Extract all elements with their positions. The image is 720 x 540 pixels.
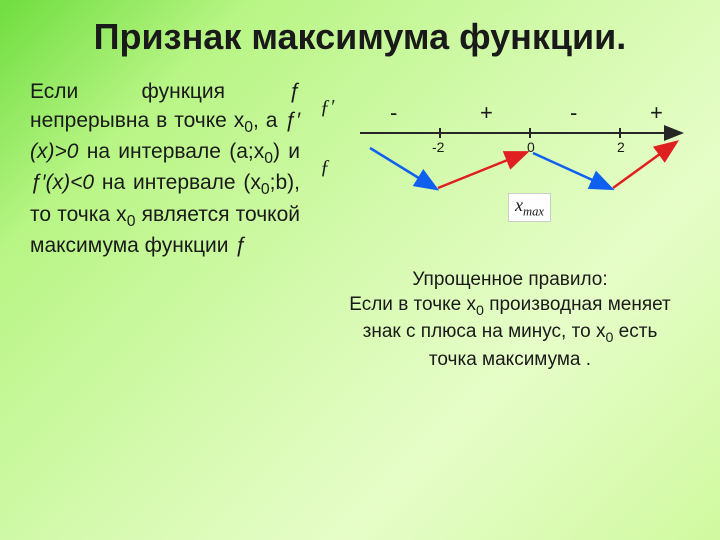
sign-label-0: - — [390, 100, 397, 126]
t-p5: ) и — [273, 140, 300, 163]
sign-diagram: ƒ′ƒ-+-+-202xmax — [330, 78, 690, 248]
t-p6: на интервале (x — [94, 171, 261, 194]
t-p4: на интервале (a;x — [78, 140, 264, 163]
t-sub2: 0 — [264, 150, 273, 167]
simplified-rule: Упрощенное правило: Если в точке x0 прои… — [330, 268, 690, 372]
t-p2: непрерывна в точке x — [30, 109, 244, 132]
t-sub3: 0 — [261, 182, 270, 199]
label-fprime: ƒ′ — [320, 96, 334, 119]
tick-label-0: -2 — [432, 139, 444, 155]
xmax-label: xmax — [508, 193, 551, 222]
t-p3: , а — [253, 109, 284, 132]
t-f4: ƒ — [234, 234, 246, 257]
rule-sub1: 0 — [476, 303, 484, 319]
slide-title: Признак максимума функции. — [0, 0, 720, 58]
diagram-svg — [330, 78, 690, 248]
tick-label-2: 2 — [617, 139, 625, 155]
sign-label-2: - — [570, 100, 577, 126]
rule-l1: Упрощенное правило: — [412, 269, 607, 290]
sign-label-1: + — [480, 100, 493, 126]
t-f3: ƒ′(x)<0 — [30, 171, 94, 194]
right-column: ƒ′ ƒ - + - + -2 0 2 xmax Упрощенное правило: Если… — [310, 78, 690, 372]
theorem-text: Если функция ƒ непрерывна в точке x0, а … — [30, 78, 310, 372]
tick-label-1: 0 — [527, 139, 535, 155]
content-area: Если функция ƒ непрерывна в точке x0, а … — [0, 58, 720, 382]
t-sub1: 0 — [244, 119, 253, 136]
rule-l2a: Если в точке x — [349, 294, 476, 315]
t-f1: ƒ — [288, 80, 300, 103]
sign-label-3: + — [650, 100, 663, 126]
t-p1: Если функция — [30, 80, 288, 103]
label-f: ƒ — [320, 156, 330, 179]
